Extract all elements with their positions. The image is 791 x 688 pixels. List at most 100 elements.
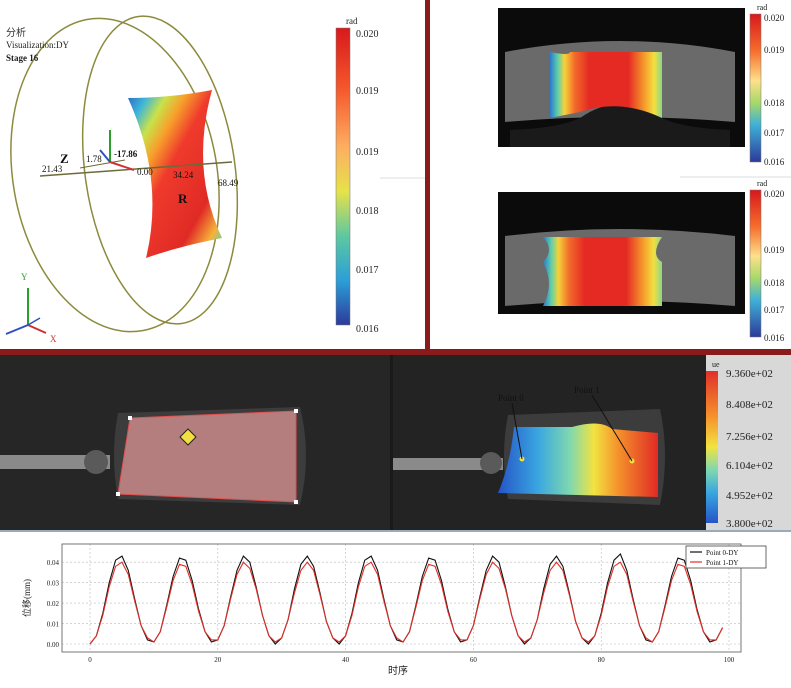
chart-xtick-label: 0 xyxy=(88,656,92,664)
legend-box xyxy=(685,545,767,569)
corner-label-x: X xyxy=(50,334,57,344)
left-roi-handle-2[interactable] xyxy=(294,409,298,413)
legend-label-series-1: Point 1-DY xyxy=(706,559,738,567)
axis-value-6: 68.49 xyxy=(218,178,239,188)
bottom-right-tick-1: 0.020 xyxy=(764,189,785,199)
right-rod-end xyxy=(480,452,502,474)
left-roi-handle-3[interactable] xyxy=(116,492,120,496)
viewer-3d-canvas[interactable]: 分析 Visualization:DY Stage 16 Z R Y X 21.… xyxy=(0,0,425,349)
main-colorbar-tick-4: 0.018 xyxy=(356,206,379,217)
chart-xtick-label: 80 xyxy=(598,656,606,664)
roi-marker-icon[interactable] xyxy=(179,428,197,446)
left-roi-handle-1[interactable] xyxy=(128,416,132,420)
chart-lines xyxy=(89,553,724,645)
camera-tick-2: 8.408e+02 xyxy=(726,399,773,411)
camera-tick-6: 3.800e+02 xyxy=(726,518,773,530)
top-right-tick-4: 0.017 xyxy=(764,128,785,138)
corner-axis-z xyxy=(5,324,29,335)
top-right-tick-3: 0.018 xyxy=(764,98,785,108)
triad-z xyxy=(99,149,111,163)
viewer-stage-label: Stage 16 xyxy=(6,53,39,63)
main-colorbar-tick-1: 0.020 xyxy=(356,29,379,40)
axis-value-3: -17.86 xyxy=(114,149,138,159)
top-right-tick-2: 0.019 xyxy=(764,45,785,55)
ring-right xyxy=(81,15,239,325)
strain-surface xyxy=(128,90,222,258)
viewer-viz-label: Visualization:DY xyxy=(6,40,69,50)
specimen-views-panel: rad 0.020 0.019 0.018 0.017 0.016 rad 0.… xyxy=(428,0,791,352)
point-1-leader xyxy=(591,394,633,462)
left-rod xyxy=(0,455,110,469)
left-roi xyxy=(117,410,297,503)
chart-ylabel: 位移(mm) xyxy=(21,579,32,617)
main-colorbar-unit: rad xyxy=(346,16,358,26)
camera-tick-1: 9.360e+02 xyxy=(726,368,773,380)
bottom-right-tick-5: 0.016 xyxy=(764,333,785,343)
bottom-right-tick-4: 0.017 xyxy=(764,305,785,315)
axis-line xyxy=(39,161,233,177)
viewer-title: 分析 xyxy=(6,26,26,39)
top-right-colorbar xyxy=(749,13,762,163)
axis-value-4: 0.00 xyxy=(137,167,153,177)
top-right-colorbar-unit: rad xyxy=(757,3,767,12)
bottom-specimen-strain xyxy=(543,237,662,306)
bottom-right-colorbar xyxy=(749,189,762,338)
right-strain-field xyxy=(498,423,658,497)
chart-plot-frame xyxy=(61,543,742,653)
chart-xtick-label: 100 xyxy=(724,656,735,664)
chart-ytick-label: 0.01 xyxy=(47,621,60,629)
chart-xlabel: 时序 xyxy=(388,664,408,677)
camera-colorbar-bg xyxy=(706,355,791,530)
chart-grid xyxy=(62,544,741,652)
top-right-tick-5: 0.016 xyxy=(764,157,785,167)
chart-xtick-label: 40 xyxy=(342,656,350,664)
bottom-right-tick-2: 0.019 xyxy=(764,245,785,255)
legend-label-series-0: Point 0-DY xyxy=(706,549,738,557)
chart-ytick-label: 0.02 xyxy=(47,600,60,608)
specimen-views-canvas: rad 0.020 0.019 0.018 0.017 0.016 rad 0.… xyxy=(498,3,791,343)
axis-value-1: 21.43 xyxy=(42,164,63,174)
main-colorbar xyxy=(335,27,351,326)
camera-tick-5: 4.952e+02 xyxy=(726,490,773,502)
top-specimen-strain xyxy=(550,52,662,118)
top-specimen-notch xyxy=(510,104,730,147)
viewer-3d-panel[interactable]: 分析 Visualization:DY Stage 16 Z R Y X 21.… xyxy=(0,0,428,352)
ring-left xyxy=(10,17,220,333)
chart-ytick-label: 0.00 xyxy=(47,641,60,649)
point-1-label: Point 1 xyxy=(574,385,600,395)
left-roi-handle-4[interactable] xyxy=(294,500,298,504)
bottom-right-tick-3: 0.018 xyxy=(764,278,785,288)
chart-ytick-label: 0.04 xyxy=(47,559,60,567)
main-colorbar-tick-3: 0.019 xyxy=(356,147,379,158)
main-colorbar-tick-6: 0.016 xyxy=(356,324,379,335)
corner-axis-x xyxy=(27,324,47,334)
left-rod-end xyxy=(84,450,108,474)
bottom-right-colorbar-unit: rad xyxy=(757,179,767,188)
point-0-label: Point 0 xyxy=(498,393,524,403)
camera-colorbar-unit: ue xyxy=(712,360,720,369)
axis-value-2: 1.78 xyxy=(86,154,102,164)
chart-xtick-label: 60 xyxy=(470,656,478,664)
axis-tick-line xyxy=(79,159,126,169)
main-colorbar-tick-2: 0.019 xyxy=(356,86,379,97)
chart-series-line-1 xyxy=(89,561,724,645)
point-0-leader xyxy=(511,402,523,460)
camera-panel: Point 0 Point 1 ue 9.360e+02 8.408e+02 7… xyxy=(0,352,791,530)
chart-ytick-label: 0.03 xyxy=(47,580,60,588)
main-colorbar-tick-5: 0.017 xyxy=(356,265,379,276)
corner-label-y: Y xyxy=(21,272,28,282)
displacement-chart: 0.000.010.020.030.040 20 40 60 80 100 位移(mm) … xyxy=(21,543,767,677)
camera-tick-4: 6.104e+02 xyxy=(726,460,773,472)
axis-label-z: Z xyxy=(60,151,69,166)
chart-series-line-0 xyxy=(89,553,724,645)
right-rod xyxy=(393,458,503,470)
triad-x xyxy=(109,161,135,171)
camera-canvas: Point 0 Point 1 ue 9.360e+02 8.408e+02 7… xyxy=(0,355,791,530)
corner-axis-z2 xyxy=(27,317,41,326)
camera-colorbar xyxy=(706,371,718,523)
chart-xtick-label: 20 xyxy=(214,656,222,664)
chart-legend: Point 0-DY Point 1-DY xyxy=(685,545,767,569)
displacement-chart-panel: 0.00 0.01 0.02 0.03 0.04 0 20 40 60 80 100 位移(mm) … xyxy=(0,530,791,683)
chart-ticks: 0.00 0.01 0.02 0.03 0.04 0 20 40 60 80 100 xyxy=(47,559,735,664)
top-right-tick-1: 0.020 xyxy=(764,13,785,23)
